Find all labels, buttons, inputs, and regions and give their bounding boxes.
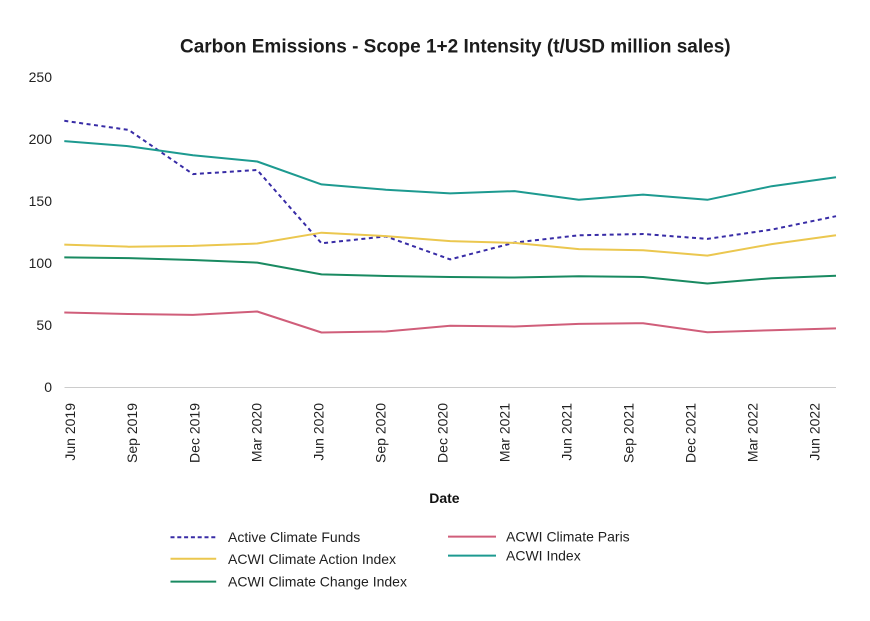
svg-text:0: 0	[44, 379, 52, 395]
svg-text:150: 150	[29, 193, 53, 209]
svg-text:Sep 2020: Sep 2020	[372, 403, 388, 463]
svg-text:Date: Date	[429, 490, 460, 506]
svg-text:Mar 2022: Mar 2022	[745, 403, 761, 462]
svg-text:Dec 2020: Dec 2020	[434, 403, 450, 463]
svg-text:Jun 2021: Jun 2021	[558, 403, 574, 461]
svg-text:Mar 2020: Mar 2020	[248, 403, 264, 462]
svg-text:Active Climate Funds: Active Climate Funds	[228, 529, 360, 545]
svg-text:ACWI Climate Paris: ACWI Climate Paris	[506, 529, 630, 545]
svg-text:100: 100	[29, 255, 53, 271]
svg-text:Sep 2021: Sep 2021	[621, 403, 637, 463]
svg-text:50: 50	[36, 317, 52, 333]
svg-text:200: 200	[29, 131, 53, 147]
svg-text:Carbon Emissions - Scope 1+2 I: Carbon Emissions - Scope 1+2 Intensity (…	[180, 37, 731, 58]
svg-text:Jun 2019: Jun 2019	[62, 403, 78, 461]
svg-text:Mar 2021: Mar 2021	[496, 403, 512, 462]
svg-text:ACWI Climate Change Index: ACWI Climate Change Index	[228, 574, 407, 590]
svg-text:Jun 2020: Jun 2020	[310, 403, 326, 461]
svg-text:250: 250	[29, 69, 53, 85]
svg-text:Jun 2022: Jun 2022	[807, 403, 823, 461]
svg-text:ACWI Climate Action Index: ACWI Climate Action Index	[228, 551, 396, 567]
svg-text:ACWI Index: ACWI Index	[506, 548, 581, 564]
svg-text:Sep 2019: Sep 2019	[124, 403, 140, 463]
svg-text:Dec 2021: Dec 2021	[683, 403, 699, 463]
svg-text:Dec 2019: Dec 2019	[186, 403, 202, 463]
